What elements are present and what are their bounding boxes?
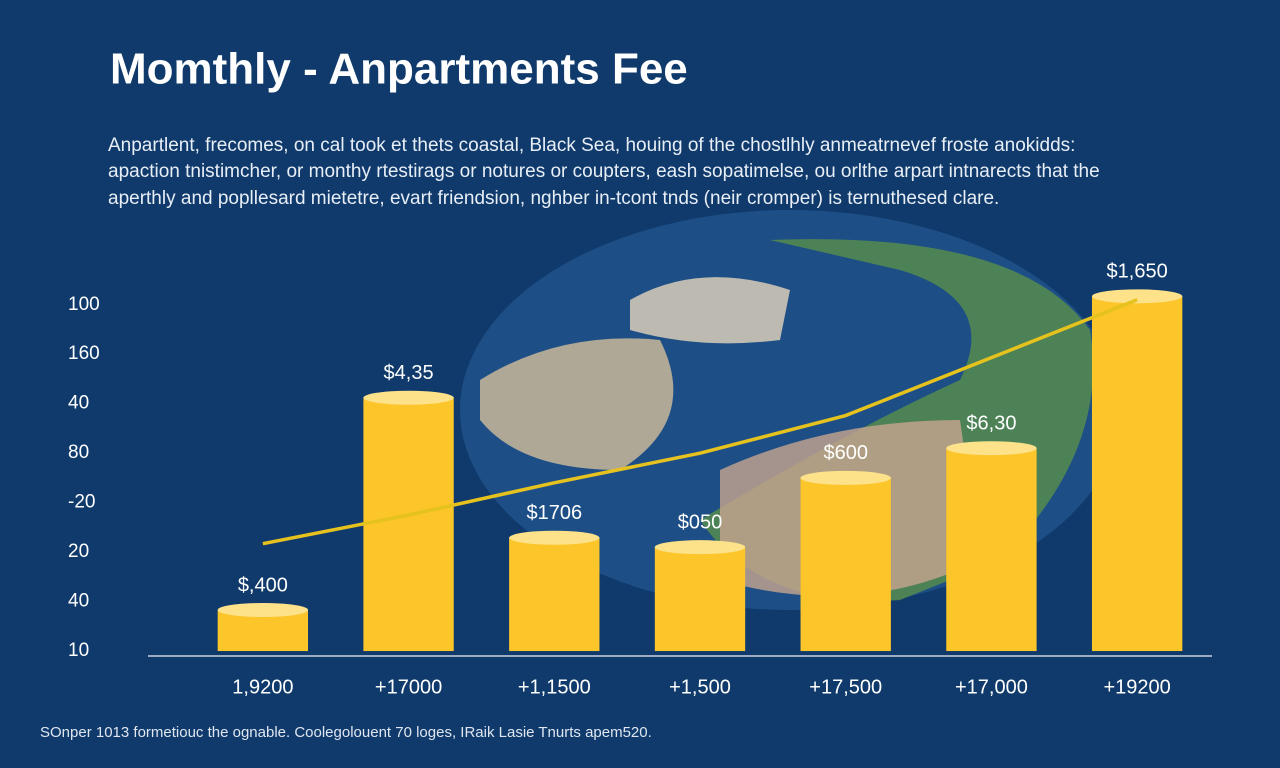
x-tick-label: +17,500 bbox=[809, 676, 882, 698]
bar-cap bbox=[946, 441, 1037, 456]
map-illustration bbox=[460, 210, 1120, 610]
bar-cap bbox=[1091, 289, 1183, 304]
footer: SOnper 1013 formetiouc the ognable. Cool… bbox=[40, 724, 652, 741]
annotation: $4,35 bbox=[384, 362, 434, 384]
y-tick-label: 40 bbox=[68, 393, 89, 414]
y-tick-label: -20 bbox=[68, 492, 95, 513]
y-tick-label: 80 bbox=[68, 442, 89, 463]
bar bbox=[654, 547, 746, 652]
town bbox=[480, 338, 674, 470]
trend-line bbox=[262, 298, 1138, 546]
x-tick-label: +1,500 bbox=[669, 676, 731, 698]
x-tick-label: +1,1500 bbox=[518, 676, 591, 698]
y-tick-label: 40 bbox=[68, 591, 89, 612]
bar-cap bbox=[509, 530, 600, 545]
bar bbox=[1091, 296, 1183, 652]
annotation: $1,650 bbox=[1107, 261, 1168, 283]
bar bbox=[363, 397, 454, 652]
annotation: $,400 bbox=[238, 574, 288, 596]
subtitle: apaction tnistimcher, or monthy rtestira… bbox=[108, 161, 1100, 182]
bar bbox=[800, 477, 891, 652]
bar-cap bbox=[217, 602, 309, 617]
y-tick-label: 20 bbox=[68, 541, 89, 562]
annotation: $050 bbox=[678, 511, 723, 533]
subtitle: aperthly and popllesard mietetre, evart … bbox=[108, 188, 999, 209]
bar-cap bbox=[654, 540, 746, 555]
x-tick-label: +17,000 bbox=[955, 676, 1028, 698]
y-tick-label: 10 bbox=[68, 640, 89, 661]
annotation: $1706 bbox=[526, 502, 582, 524]
x-tick-label: 1,9200 bbox=[232, 676, 293, 698]
x-tick-label: +19200 bbox=[1103, 676, 1170, 698]
bar bbox=[509, 537, 600, 652]
bar-cap bbox=[363, 390, 454, 405]
annotation: $600 bbox=[823, 442, 868, 464]
y-tick-label: 160 bbox=[68, 343, 100, 364]
chart-title: Momthly - Anpartments Fee bbox=[110, 45, 688, 94]
buildings bbox=[630, 277, 790, 344]
x-tick-label: +17000 bbox=[375, 676, 442, 698]
bar-cap bbox=[800, 470, 891, 485]
bar bbox=[946, 448, 1037, 652]
subtitle: Anpartlent, frecomes, on cal took et the… bbox=[108, 135, 1075, 156]
annotation: $6,30 bbox=[966, 412, 1016, 434]
y-tick-label: 100 bbox=[68, 294, 100, 315]
